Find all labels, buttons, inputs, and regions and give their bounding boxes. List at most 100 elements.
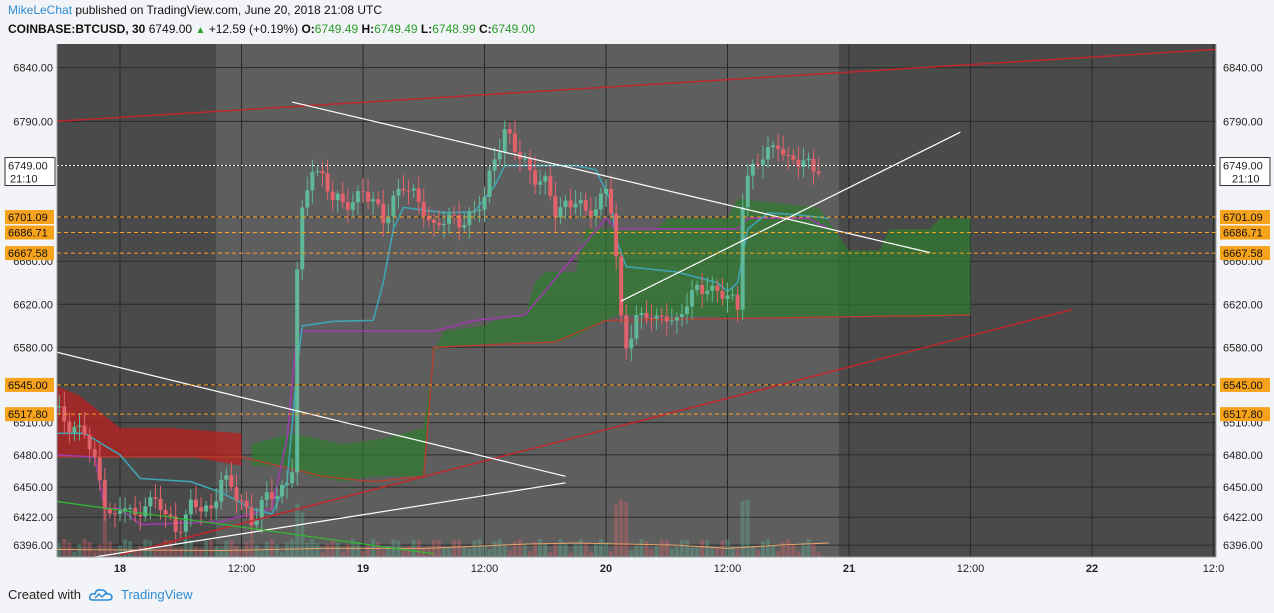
volume-bar-81 xyxy=(462,546,467,557)
candle-body-15 xyxy=(128,508,133,510)
footer: Created with TradingView xyxy=(8,587,193,602)
y-tick-right-3: 6480.00 xyxy=(1223,450,1263,462)
candle-body-112 xyxy=(619,256,624,316)
x-tick-7: 12:00 xyxy=(957,563,985,575)
volume-bar-37 xyxy=(239,550,244,557)
published-text: published on TradingView.com, June 20, 2… xyxy=(75,3,383,17)
y-tick-left-9: 6840.00 xyxy=(13,63,53,75)
volume-bar-119 xyxy=(654,545,659,557)
volume-bar-51 xyxy=(310,539,315,557)
x-tick-6: 21 xyxy=(843,563,855,575)
candle-body-14 xyxy=(123,508,128,511)
volume-bar-112 xyxy=(619,499,624,557)
volume-bar-54 xyxy=(325,543,330,557)
volume-bar-97 xyxy=(543,543,548,557)
level-badge-left-bg-0 xyxy=(5,210,54,225)
candle-body-146 xyxy=(791,155,796,160)
volume-bar-77 xyxy=(442,547,446,557)
y-tick-left-3: 6480.00 xyxy=(13,450,53,462)
volume-bar-105 xyxy=(583,542,588,557)
volume-bar-111 xyxy=(614,504,619,557)
candle-body-117 xyxy=(644,312,649,318)
candle-body-73 xyxy=(421,201,426,216)
volume-ma-line xyxy=(57,542,829,552)
candle-body-127 xyxy=(695,284,700,291)
volume-bar-6 xyxy=(82,539,87,557)
volume-bar-40 xyxy=(254,544,259,557)
candle-body-74 xyxy=(426,215,431,220)
candle-body-40 xyxy=(254,519,259,526)
candle-body-123 xyxy=(674,317,679,321)
x-tick-0: 18 xyxy=(114,563,126,575)
candle-body-100 xyxy=(558,207,563,218)
candle-body-65 xyxy=(381,203,386,224)
candle-body-38 xyxy=(244,500,249,508)
candle-body-19 xyxy=(148,497,153,507)
candle-body-102 xyxy=(568,200,573,208)
volume-bar-121 xyxy=(664,540,669,557)
y-tick-right-9: 6840.00 xyxy=(1223,63,1263,75)
volume-bar-94 xyxy=(528,551,533,557)
volume-bar-4 xyxy=(72,552,77,557)
volume-bar-149 xyxy=(806,539,811,557)
volume-bar-27 xyxy=(188,539,193,557)
volume-bar-90 xyxy=(507,550,512,557)
low-label: L: xyxy=(420,22,433,36)
tradingview-brand-link[interactable]: TradingView xyxy=(120,587,193,602)
y-tick-right-2: 6450.00 xyxy=(1223,482,1263,494)
volume-bar-110 xyxy=(609,551,614,557)
volume-bar-95 xyxy=(533,542,538,557)
candle-body-78 xyxy=(447,214,452,224)
volume-bar-102 xyxy=(568,552,573,557)
candle-body-44 xyxy=(274,496,279,499)
volume-bar-25 xyxy=(178,547,183,557)
volume-bar-75 xyxy=(431,539,436,557)
level-badge-right-bg-1 xyxy=(1220,225,1270,240)
candle-body-99 xyxy=(553,195,558,218)
candle-body-97 xyxy=(543,176,548,182)
level-badge-left-0: 6701.09 xyxy=(8,212,48,224)
author-link[interactable]: MikeLeChat xyxy=(8,3,73,17)
candle-body-139 xyxy=(755,163,760,165)
candle-body-136 xyxy=(740,207,745,310)
time-badge-left: 21:10 xyxy=(10,174,38,186)
candle-body-130 xyxy=(710,285,715,291)
volume-bar-138 xyxy=(750,545,755,557)
volume-bar-128 xyxy=(700,540,705,557)
candle-body-56 xyxy=(335,193,340,201)
candle-body-95 xyxy=(533,170,538,185)
volume-bar-56 xyxy=(335,542,340,557)
candle-body-129 xyxy=(705,290,710,295)
x-tick-8: 22 xyxy=(1086,563,1098,575)
volume-bar-41 xyxy=(259,550,264,557)
volume-bar-113 xyxy=(624,501,629,557)
candle-body-18 xyxy=(143,506,148,517)
volume-bar-70 xyxy=(406,546,411,557)
y-tick-right-6: 6620.00 xyxy=(1223,299,1263,311)
price-change: +12.59 (+0.19%) xyxy=(208,22,299,36)
candle-body-107 xyxy=(593,209,598,216)
red-upper-channel-line xyxy=(57,48,1216,123)
candle-body-133 xyxy=(725,295,730,299)
candle-body-41 xyxy=(259,499,264,520)
candle-body-57 xyxy=(340,193,345,203)
candle-body-72 xyxy=(416,188,421,202)
candle-body-132 xyxy=(720,290,725,299)
volume-bar-0 xyxy=(52,553,56,557)
green-descending-line xyxy=(57,500,434,555)
candle-body-10 xyxy=(102,480,107,508)
candle-body-144 xyxy=(781,148,786,156)
volume-bar-58 xyxy=(345,544,350,557)
volume-bar-141 xyxy=(766,539,770,557)
volume-bar-129 xyxy=(705,539,710,557)
candle-body-90 xyxy=(507,129,512,134)
volume-bar-118 xyxy=(649,549,654,557)
candle-body-103 xyxy=(573,203,578,208)
volume-bar-143 xyxy=(776,550,781,557)
volume-bar-28 xyxy=(193,547,198,557)
level-badge-right-bg-3 xyxy=(1220,377,1270,392)
volume-bar-151 xyxy=(816,552,821,557)
volume-bar-148 xyxy=(801,542,806,557)
candle-body-28 xyxy=(193,499,198,508)
